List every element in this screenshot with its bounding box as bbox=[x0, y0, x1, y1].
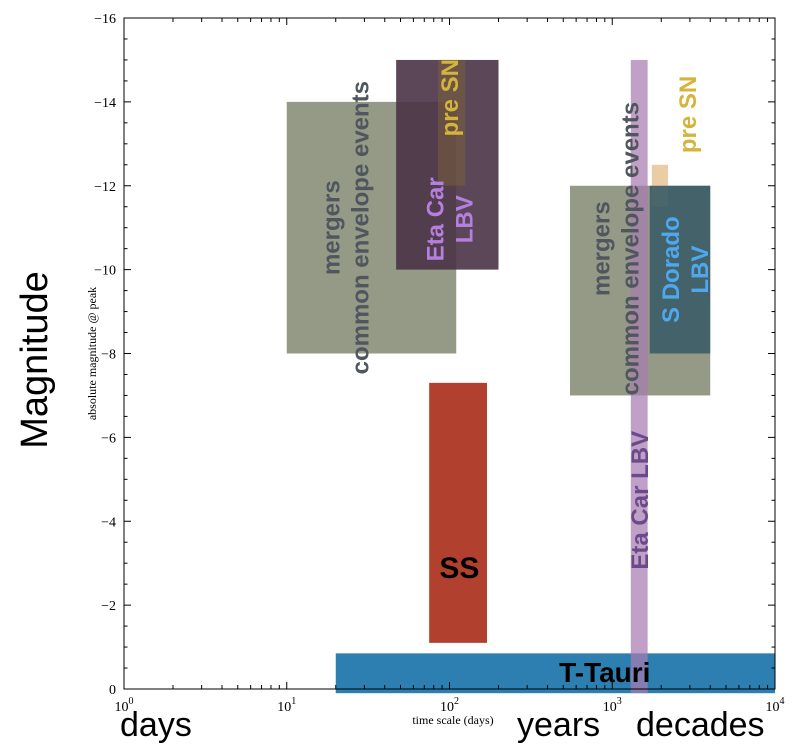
eta-car-lbv-2-label: Eta Car LBV bbox=[627, 431, 654, 570]
big-x-label-days: days bbox=[120, 706, 192, 744]
tick-labels: 0 −2 −4 −6 −8 −10 −12 −14 −16 100 101 102 103 104 bbox=[94, 12, 784, 715]
s-dorado-box-region bbox=[649, 185, 711, 354]
ss-label: SS bbox=[439, 552, 479, 585]
x-tick-label: 102 bbox=[440, 696, 459, 715]
region-labels: mergerscommon envelope events Eta CarLBV p… bbox=[319, 59, 714, 688]
eta-car-lbv-strip-region bbox=[630, 59, 648, 694]
mergers-2-label: mergerscommon envelope events bbox=[589, 102, 645, 395]
y-tick-label: 0 bbox=[109, 683, 116, 698]
y-tick-label: −16 bbox=[94, 12, 116, 27]
y-tick-label: −14 bbox=[94, 96, 116, 111]
mergers-label: mergerscommon envelope events bbox=[319, 81, 375, 374]
y-tick-label: −12 bbox=[94, 180, 116, 195]
big-x-label-years: years bbox=[517, 706, 600, 744]
eta-car-lbv-1-label: Eta CarLBV bbox=[423, 177, 479, 261]
y-tick-label: −6 bbox=[101, 431, 116, 446]
regions bbox=[286, 59, 775, 694]
t-tauri-label: T-Tauri bbox=[559, 657, 650, 688]
x-tick-label: 103 bbox=[603, 696, 622, 715]
y-tick-label: −10 bbox=[94, 264, 116, 279]
t-tauri-box-region bbox=[335, 653, 775, 694]
y-tick-label: −8 bbox=[101, 348, 116, 363]
x-tick-label: 100 bbox=[115, 696, 134, 715]
y-tick-label: −4 bbox=[101, 515, 116, 530]
ss-box-region bbox=[429, 382, 488, 643]
pre-sn-2-label: pre SN bbox=[675, 76, 702, 153]
y-axis-label: absolute magnitude @ peak bbox=[85, 287, 99, 420]
x-axis-label: time scale (days) bbox=[412, 713, 493, 727]
pre-sn-1-box-region bbox=[438, 59, 466, 186]
x-tick-label: 104 bbox=[766, 696, 785, 715]
big-x-label-decades: decades bbox=[636, 706, 765, 744]
pre-sn-1-label: pre SN bbox=[437, 59, 464, 136]
big-y-label: Magnitude bbox=[14, 271, 56, 448]
axes bbox=[123, 17, 776, 690]
x-tick-label: 101 bbox=[277, 696, 296, 715]
s-dorado-label: S DoradoLBV bbox=[658, 216, 714, 323]
y-tick-label: −2 bbox=[101, 599, 116, 614]
